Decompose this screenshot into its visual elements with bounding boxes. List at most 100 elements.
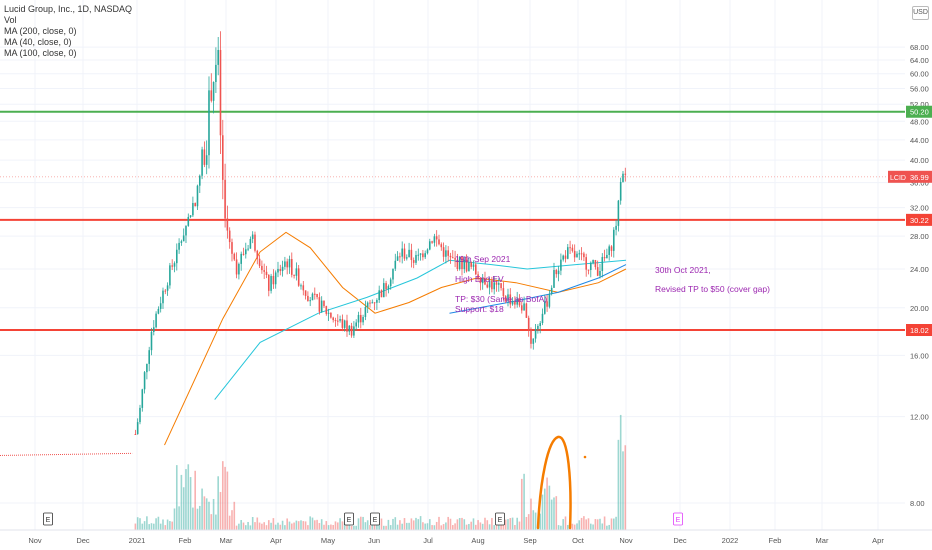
candle-body <box>350 325 353 336</box>
earnings-marker-box <box>370 512 380 526</box>
annotation-sep-support[interactable]: Support: $18 <box>455 304 504 314</box>
candle-body <box>290 259 293 275</box>
candle-body <box>479 278 482 284</box>
candle-body <box>415 255 417 263</box>
candle-body <box>435 236 438 240</box>
volume-bar <box>194 470 196 530</box>
candle-body <box>456 259 459 270</box>
candle-body <box>366 302 369 308</box>
candle-body <box>463 259 466 270</box>
volume-bar <box>385 525 387 530</box>
volume-bar <box>424 523 426 530</box>
candle-body <box>359 314 362 323</box>
volume-bar <box>219 491 222 530</box>
volume-bar <box>523 473 525 530</box>
candle-body <box>564 255 567 259</box>
candle-body <box>562 255 564 260</box>
ma200-legend[interactable]: MA (200, close, 0) <box>4 26 77 36</box>
candle-body <box>601 257 604 271</box>
candle-body <box>546 301 548 307</box>
annotation-oct-date[interactable]: 30th Oct 2021, <box>655 265 711 275</box>
candle-body <box>226 218 229 231</box>
candle-body <box>557 270 560 275</box>
volume-legend[interactable]: Vol <box>4 15 17 25</box>
candle-body <box>364 307 367 317</box>
volume-bar <box>164 525 167 530</box>
y-tick-label: 44.00 <box>910 136 929 145</box>
volume-bar <box>410 518 413 530</box>
volume-bar <box>371 520 374 530</box>
candle-body <box>341 319 344 328</box>
ma200-line <box>449 264 627 314</box>
volume-bar <box>382 525 385 530</box>
currency-button[interactable]: USD <box>912 6 929 20</box>
volume-bar <box>468 523 470 530</box>
annotation-sep-thesis[interactable]: High End EV <box>455 274 504 284</box>
candle-body <box>307 295 309 302</box>
y-tick-label: 48.00 <box>910 117 929 126</box>
volume-bar <box>486 520 489 530</box>
candle-body <box>484 278 486 285</box>
candle-body <box>261 265 263 271</box>
ma100-legend[interactable]: MA (100, close, 0) <box>4 48 77 58</box>
volume-bar <box>578 520 581 530</box>
volume-bar <box>332 524 334 530</box>
symbol-tag <box>888 170 906 183</box>
volume-bar <box>415 517 417 530</box>
x-tick-label: Apr <box>270 536 282 545</box>
candle-body <box>173 263 176 267</box>
candle-body <box>157 308 160 314</box>
volume-bar <box>336 522 339 530</box>
candle-body <box>594 260 597 268</box>
volume-bar <box>612 518 615 530</box>
volume-bar <box>534 512 537 530</box>
candle-body <box>235 259 238 275</box>
candle-body <box>251 234 254 239</box>
candle-body <box>537 326 539 329</box>
volume-bar <box>265 525 268 530</box>
volume-bar <box>169 521 171 530</box>
volume-bar <box>445 522 447 530</box>
volume-bar <box>309 516 311 530</box>
volume-bar <box>215 514 217 530</box>
candle-body <box>302 285 305 291</box>
ma40-legend[interactable]: MA (40, close, 0) <box>4 37 72 47</box>
candle-body <box>238 263 240 275</box>
x-tick-label: 2021 <box>129 536 146 545</box>
volume-bar <box>143 521 146 530</box>
time-axis[interactable]: Nov Dec 2021 Feb Mar Apr May Jun Jul Aug Sep Oct Nov… <box>0 529 932 545</box>
symbol-title[interactable]: Lucid Group, Inc., 1D, NASDAQ <box>4 4 133 14</box>
candle-body <box>560 259 562 271</box>
volume-bar <box>159 523 162 530</box>
candle-body <box>150 331 153 351</box>
candle-body <box>284 261 286 267</box>
volume-bar <box>157 516 160 530</box>
candle-body <box>295 268 298 276</box>
volume-bar <box>615 516 617 530</box>
annotation-sep-tp[interactable]: TP: $30 (Same as BofA) <box>455 294 548 304</box>
volume-bar <box>185 469 187 530</box>
candle-body <box>249 238 252 249</box>
annotation-oct-revised[interactable]: Revised TP to $50 (cover gap) <box>655 284 770 294</box>
earnings-marker-box <box>344 512 354 526</box>
price-axis[interactable]: 8.00 12.00 16.00 20.00 24.00 28.00 32.00 36.00 4… <box>888 0 932 530</box>
horizontal-levels[interactable] <box>0 110 905 332</box>
candle-body <box>244 249 247 255</box>
volume-bar <box>311 517 314 530</box>
volume-bar <box>187 464 190 530</box>
candle-body <box>311 293 314 301</box>
x-tick-label: Feb <box>179 536 192 545</box>
volume-bar <box>562 519 564 530</box>
volume-bar <box>171 521 173 530</box>
annotation-sep-date[interactable]: 19th Sep 2021 <box>455 254 511 264</box>
earnings-marker-label: E <box>373 517 378 524</box>
candle-body <box>281 266 284 272</box>
candle-body <box>488 280 491 288</box>
x-tick-label: Apr <box>872 536 884 545</box>
level-price-label: 18.02 <box>910 326 929 335</box>
volume-bar <box>530 498 532 530</box>
candle-body <box>548 293 551 307</box>
candle-body <box>136 422 139 435</box>
